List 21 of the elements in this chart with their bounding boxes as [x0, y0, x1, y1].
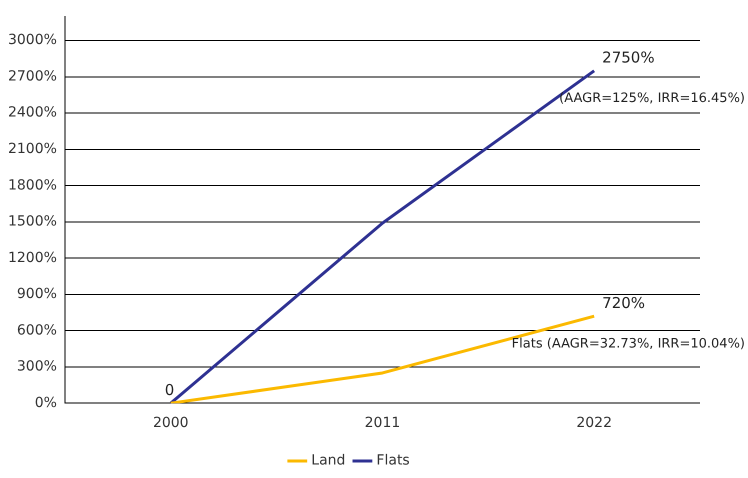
y-tick-label: 2700%	[8, 68, 57, 84]
x-tick-label: 2011	[364, 415, 400, 432]
y-tick-label: 1500%	[8, 214, 57, 230]
y-tick-label: 2100%	[8, 141, 57, 158]
y-tick-label: 1800%	[8, 177, 57, 194]
annotation: 720%	[602, 294, 646, 312]
legend-label: Land	[311, 452, 346, 469]
x-tick-label: 2000	[152, 415, 189, 432]
annotation: Flats (AAGR=32.73%, IRR=10.04%)	[512, 336, 746, 352]
y-tick-label: 1200%	[8, 250, 57, 266]
y-tick-label: 300%	[16, 358, 57, 375]
y-tick-label: 0%	[34, 394, 57, 411]
annotation: 0	[164, 381, 174, 400]
y-tick-label: 600%	[16, 322, 57, 338]
annotation: (AAGR=125%, IRR=16.45%)	[559, 91, 746, 106]
legend-label: Flats	[376, 452, 410, 469]
y-tick-label: 2400%	[8, 104, 57, 121]
y-tick-label: 3000%	[8, 32, 57, 48]
x-tick-label: 2022	[576, 415, 612, 432]
annotation: 2750%	[602, 48, 655, 67]
y-tick-label: 900%	[16, 286, 57, 302]
